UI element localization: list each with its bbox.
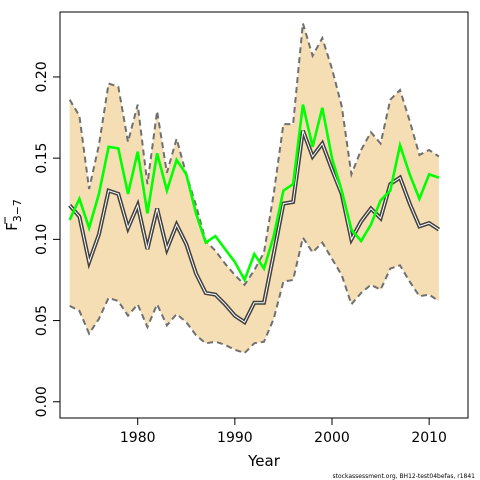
plot-frame [59,11,469,419]
x-axis-title: Year [247,452,281,470]
lower-bound-line [69,235,440,355]
y-axis-title: F3−7 [3,199,24,231]
svg-text:F3−7: F3−7 [3,199,24,231]
x-tick-label: 1980 [120,430,156,446]
upper-bound-line [68,23,440,287]
y-axis-title-main: F [3,222,21,231]
comparison-line [68,104,440,284]
y-tick-label: 0.05 [34,305,50,336]
x-axis: 1980 1990 2000 2010 [120,418,447,446]
y-axis-title-subscript: 3−7 [11,199,24,222]
y-tick-label: 0.15 [34,143,50,174]
y-tick-label: 0.00 [34,386,50,417]
x-tick-label: 1990 [217,430,253,446]
estimate-line [69,130,440,323]
y-tick-label: 0.20 [34,61,50,92]
y-tick-label: 0.10 [34,224,50,255]
credit-text: stockassessment.org, BH12-test04befas, r… [333,473,476,480]
y-axis: 0.00 0.05 0.10 0.15 0.20 [34,61,60,417]
x-tick-label: 2000 [314,430,350,446]
x-tick-label: 2010 [411,430,447,446]
confidence-band [69,23,439,354]
plot-area [68,23,441,355]
